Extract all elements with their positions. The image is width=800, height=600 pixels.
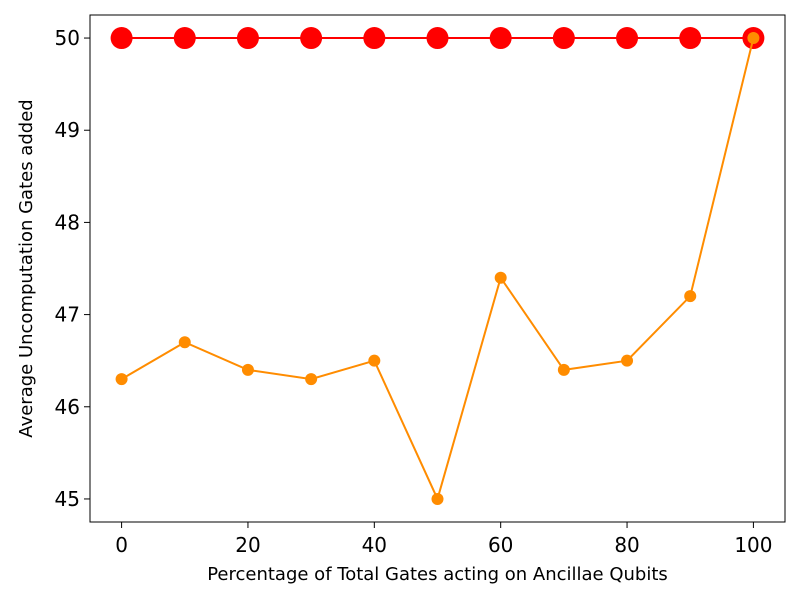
y-tick-label: 47 bbox=[55, 303, 80, 327]
data-point bbox=[616, 27, 639, 50]
x-tick-label: 40 bbox=[362, 533, 387, 557]
series-1 bbox=[110, 27, 765, 50]
plot-area bbox=[89, 14, 786, 523]
y-tick-label: 49 bbox=[55, 118, 80, 142]
x-axis-ticks: 0 20 40 60 80 100 bbox=[115, 522, 773, 557]
data-point bbox=[426, 27, 449, 50]
y-tick-label: 46 bbox=[55, 395, 80, 419]
y-tick-label: 48 bbox=[55, 210, 80, 234]
data-point bbox=[305, 373, 318, 386]
x-tick-label: 100 bbox=[734, 533, 772, 557]
data-point bbox=[368, 354, 381, 367]
series-layer bbox=[110, 27, 765, 505]
data-point bbox=[173, 27, 196, 50]
x-tick-label: 20 bbox=[235, 533, 260, 557]
y-tick-label: 50 bbox=[55, 26, 80, 50]
data-point bbox=[300, 27, 323, 50]
x-tick-label: 60 bbox=[488, 533, 513, 557]
data-point bbox=[552, 27, 575, 50]
data-point bbox=[178, 336, 191, 349]
data-point bbox=[494, 271, 507, 284]
y-axis-ticks: 45 46 47 48 49 50 bbox=[55, 26, 90, 511]
data-point bbox=[110, 27, 133, 50]
x-axis-label: Percentage of Total Gates acting on Anci… bbox=[207, 564, 668, 585]
data-point bbox=[489, 27, 512, 50]
data-point bbox=[115, 373, 128, 386]
data-point bbox=[236, 27, 259, 50]
x-tick-label: 0 bbox=[115, 533, 128, 557]
y-tick-label: 45 bbox=[55, 487, 80, 511]
data-point bbox=[621, 354, 634, 367]
data-point bbox=[684, 290, 697, 303]
x-tick-label: 80 bbox=[614, 533, 639, 557]
data-point bbox=[431, 492, 444, 505]
data-point bbox=[241, 363, 254, 376]
series-2 bbox=[115, 32, 760, 505]
y-axis-label: Average Uncomputation Gates added bbox=[16, 99, 37, 437]
data-point bbox=[747, 32, 760, 45]
data-point bbox=[679, 27, 702, 50]
data-point bbox=[557, 363, 570, 376]
data-point bbox=[363, 27, 386, 50]
